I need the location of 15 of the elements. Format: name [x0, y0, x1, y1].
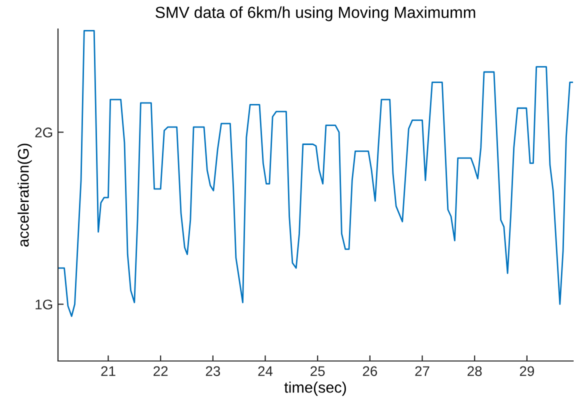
y-tick-label: 2G: [35, 128, 52, 138]
y-axis-title: acceleration(G): [18, 144, 32, 247]
x-tick-label: 21: [101, 366, 116, 376]
x-tick-label: 24: [258, 366, 273, 376]
x-tick-label: 28: [468, 366, 482, 376]
x-tick-label: 22: [154, 366, 168, 376]
x-tick-label: 25: [310, 366, 325, 376]
y-tick-label: 1G: [36, 300, 52, 310]
x-axis-title: time(sec): [284, 382, 346, 396]
x-tick-label: 23: [206, 366, 220, 376]
chart-title: SMV data of 6km/h using Moving Maximumm: [156, 6, 476, 22]
line-series: [58, 30, 573, 317]
x-tick-label: 26: [362, 366, 378, 376]
x-tick-label: 29: [520, 366, 534, 376]
x-tick-label: 27: [415, 366, 430, 376]
